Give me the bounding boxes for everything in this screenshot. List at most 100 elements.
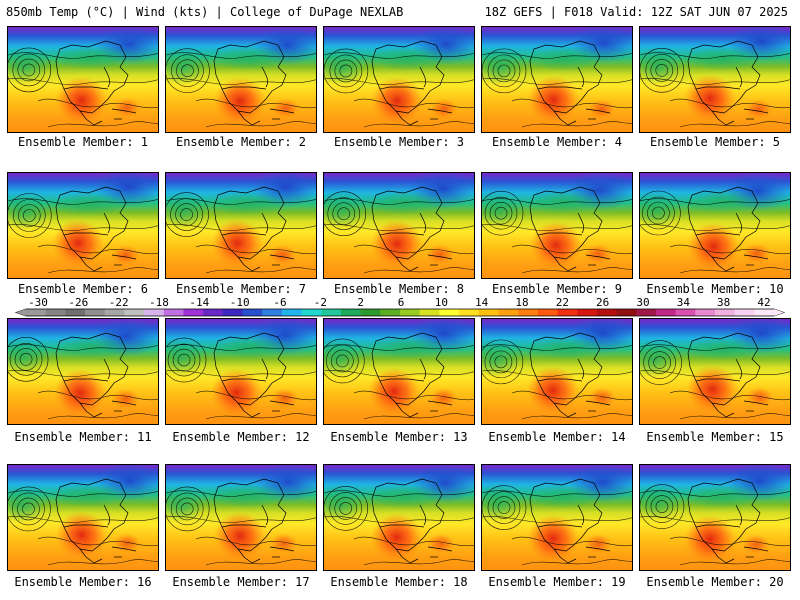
colorbar-segment	[144, 309, 165, 316]
ensemble-member-map-1	[7, 26, 159, 133]
colorbar-segment	[616, 309, 637, 316]
ensemble-member-map-10	[639, 172, 791, 279]
ensemble-member-label-17: Ensemble Member: 17	[172, 575, 310, 589]
colorbar-segment	[104, 309, 125, 316]
map-title: 850mb Temp (°C) | Wind (kts) | College o…	[6, 5, 404, 19]
colorbar-segment	[242, 309, 263, 316]
colorbar-tick-label: 26	[596, 296, 609, 309]
ensemble-member-map-13	[323, 318, 475, 425]
colorbar-segment	[360, 309, 381, 316]
ensemble-member-label-14: Ensemble Member: 14	[488, 430, 626, 444]
ensemble-member-label-19: Ensemble Member: 19	[488, 575, 626, 589]
colorbar-tick-label: 22	[556, 296, 569, 309]
colorbar-segment	[518, 309, 539, 316]
ensemble-member-label-8: Ensemble Member: 8	[333, 282, 465, 296]
colorbar-segment	[65, 309, 86, 316]
colorbar-tick-label: 38	[717, 296, 730, 309]
ensemble-member-map-8	[323, 172, 475, 279]
colorbar-segment	[675, 309, 696, 316]
ensemble-member-label-7: Ensemble Member: 7	[175, 282, 307, 296]
colorbar-segment	[203, 309, 224, 316]
ensemble-member-map-11	[7, 318, 159, 425]
colorbar-segment	[85, 309, 106, 316]
colorbar-segment	[577, 309, 598, 316]
ensemble-member-map-2	[165, 26, 317, 133]
colorbar-segment	[262, 309, 283, 316]
colorbar-segment	[419, 309, 440, 316]
colorbar-segment	[734, 309, 755, 316]
ensemble-member-map-20	[639, 464, 791, 571]
ensemble-member-label-1: Ensemble Member: 1	[17, 135, 149, 149]
colorbar-tick-label: -14	[189, 296, 209, 309]
ensemble-member-map-16	[7, 464, 159, 571]
colorbar-segment	[301, 309, 322, 316]
colorbar-segment	[163, 309, 184, 316]
ensemble-member-label-16: Ensemble Member: 16	[14, 575, 152, 589]
ensemble-member-map-17	[165, 464, 317, 571]
ensemble-member-map-9	[481, 172, 633, 279]
ensemble-member-label-13: Ensemble Member: 13	[330, 430, 468, 444]
colorbar-segment	[754, 309, 775, 316]
ensemble-member-label-2: Ensemble Member: 2	[175, 135, 307, 149]
colorbar-segment	[714, 309, 735, 316]
colorbar-segment	[26, 309, 46, 316]
colorbar-segment	[459, 309, 480, 316]
ensemble-member-label-6: Ensemble Member: 6	[17, 282, 149, 296]
colorbar-segment	[340, 309, 361, 316]
colorbar-tick-label: 34	[677, 296, 691, 309]
ensemble-member-map-7	[165, 172, 317, 279]
ensemble-member-label-18: Ensemble Member: 18	[330, 575, 468, 589]
colorbar-segment	[400, 309, 420, 316]
colorbar-right-arrow	[774, 309, 784, 316]
colorbar-tick-label: 30	[636, 296, 649, 309]
ensemble-member-map-18	[323, 464, 475, 571]
colorbar-tick-label: -10	[230, 296, 250, 309]
colorbar-segment	[321, 309, 342, 316]
colorbar-segment	[183, 309, 204, 316]
colorbar-tick-label: 2	[357, 296, 364, 309]
ensemble-member-map-19	[481, 464, 633, 571]
colorbar-segment	[557, 309, 578, 316]
colorbar-tick-label: 14	[475, 296, 489, 309]
ensemble-member-label-3: Ensemble Member: 3	[333, 135, 465, 149]
ensemble-member-label-9: Ensemble Member: 9	[491, 282, 623, 296]
colorbar-segment	[596, 309, 617, 316]
ensemble-member-map-14	[481, 318, 633, 425]
colorbar-tick-label: 10	[435, 296, 448, 309]
colorbar-segment	[281, 309, 302, 316]
ensemble-member-label-5: Ensemble Member: 5	[649, 135, 781, 149]
colorbar-tick-label: -26	[68, 296, 88, 309]
ensemble-member-map-15	[639, 318, 791, 425]
colorbar-segment	[537, 309, 558, 316]
colorbar-tick-label: -6	[273, 296, 286, 309]
ensemble-member-map-3	[323, 26, 475, 133]
colorbar-tick-label: -22	[109, 296, 129, 309]
colorbar-tick-label: 6	[398, 296, 405, 309]
colorbar-segment	[636, 309, 657, 316]
temperature-colorbar: -30 -26 -22 -18 -14 -10 -6 -2 2 6 10 14 18 22 26 30 34 38…	[14, 296, 786, 317]
colorbar-segment	[695, 309, 716, 316]
ensemble-member-map-6	[7, 172, 159, 279]
colorbar-segment	[655, 309, 676, 316]
colorbar-segment	[478, 309, 499, 316]
colorbar-segment	[498, 309, 519, 316]
ensemble-member-label-11: Ensemble Member: 11	[14, 430, 152, 444]
ensemble-member-label-12: Ensemble Member: 12	[172, 430, 310, 444]
ensemble-member-map-4	[481, 26, 633, 133]
colorbar-segment	[439, 309, 460, 316]
colorbar-tick-label: 42	[757, 296, 770, 309]
colorbar-tick-label: 18	[515, 296, 528, 309]
colorbar-tick-label: -30	[28, 296, 48, 309]
colorbar-tick-label: -18	[149, 296, 169, 309]
ensemble-member-map-12	[165, 318, 317, 425]
colorbar-segment	[124, 309, 145, 316]
ensemble-member-label-15: Ensemble Member: 15	[646, 430, 784, 444]
ensemble-member-label-20: Ensemble Member: 20	[646, 575, 784, 589]
colorbar-segment	[380, 309, 401, 316]
ensemble-member-label-10: Ensemble Member: 10	[646, 282, 784, 296]
colorbar-segment	[222, 309, 243, 316]
ensemble-member-map-5	[639, 26, 791, 133]
model-run-info: 18Z GEFS | F018 Valid: 12Z SAT JUN 07 20…	[484, 5, 788, 19]
colorbar-left-arrow	[16, 309, 26, 316]
colorbar-segment	[45, 309, 66, 316]
